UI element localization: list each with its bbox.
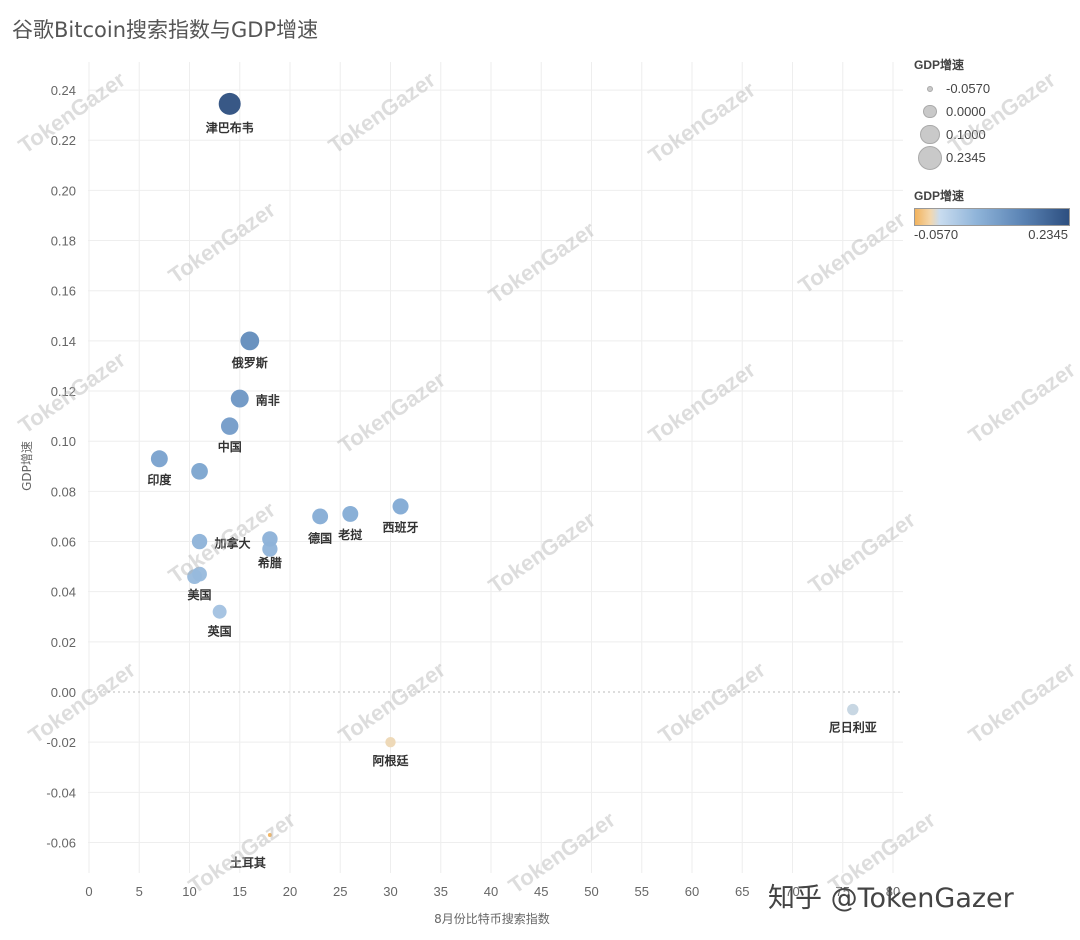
x-tick-label: 40 <box>484 884 498 899</box>
y-tick-label: 0.16 <box>51 284 76 299</box>
grid-lines <box>88 62 903 873</box>
x-tick-label: 75 <box>836 884 850 899</box>
color-legend-min: -0.0570 <box>914 227 959 242</box>
data-point <box>385 736 396 748</box>
x-tick-label: 25 <box>333 884 347 899</box>
data-label: 尼日利亚 <box>829 720 877 735</box>
size-swatch-circle <box>923 104 937 119</box>
axis-ticks: 0 5 10 15 20 25 30 35 40 45 50 55 60 65 70 75 80 0.24 0.22… <box>46 83 900 899</box>
data-label: 美国 <box>188 587 212 602</box>
x-tick-label: 0 <box>85 884 92 899</box>
size-legend: -0.0570 0.0000 0.1000 0.2345 <box>914 77 1074 170</box>
x-tick-label: 30 <box>383 884 397 899</box>
x-tick-label: 45 <box>534 884 548 899</box>
y-tick-label: -0.04 <box>46 785 76 800</box>
y-tick-label: 0.20 <box>51 183 76 198</box>
size-legend-label: 0.1000 <box>946 127 986 142</box>
data-label: 西班牙 <box>383 519 419 534</box>
data-points <box>150 92 859 837</box>
size-legend-item: 0.1000 <box>914 123 1074 146</box>
size-legend-label: 0.0000 <box>946 104 986 119</box>
data-point <box>191 462 208 480</box>
y-tick-label: 0.10 <box>51 434 76 449</box>
x-tick-label: 35 <box>434 884 448 899</box>
x-tick-label: 5 <box>136 884 143 899</box>
color-legend-title: GDP增速 <box>914 189 965 203</box>
data-point <box>187 569 202 584</box>
data-point <box>230 389 249 408</box>
data-label: 中国 <box>218 439 242 454</box>
data-point <box>191 533 208 550</box>
data-label: 德国 <box>308 530 332 545</box>
size-legend-title: GDP增速 <box>914 58 965 72</box>
y-tick-label: -0.06 <box>46 835 76 850</box>
y-tick-label: 0.12 <box>51 384 76 399</box>
data-point <box>220 417 239 435</box>
color-ramp <box>914 208 1070 226</box>
x-tick-label: 20 <box>283 884 297 899</box>
data-point <box>312 508 329 525</box>
x-tick-label: 60 <box>685 884 699 899</box>
data-point <box>218 92 241 115</box>
x-tick-label: 15 <box>233 884 247 899</box>
y-tick-label: 0.06 <box>51 535 76 550</box>
size-swatch-circle <box>920 124 940 145</box>
y-tick-label: -0.02 <box>46 735 76 750</box>
data-label: 津巴布韦 <box>206 120 254 135</box>
size-legend-item: -0.0570 <box>914 77 1074 100</box>
credit-text: 知乎 @TokenGazer <box>768 883 1014 914</box>
y-tick-label: 0.08 <box>51 484 76 499</box>
y-tick-label: 0.22 <box>51 133 76 148</box>
size-swatch-circle <box>927 85 933 92</box>
y-axis-label: GDP增速 <box>20 441 34 491</box>
color-legend-max: 0.2345 <box>1028 227 1068 242</box>
x-tick-label: 10 <box>182 884 196 899</box>
data-point <box>262 541 278 557</box>
size-legend-item: 0.0000 <box>914 100 1074 123</box>
data-point <box>342 505 359 522</box>
data-point <box>847 703 859 716</box>
data-label: 英国 <box>208 624 232 639</box>
x-tick-label: 50 <box>584 884 598 899</box>
x-tick-label: 55 <box>635 884 649 899</box>
y-tick-label: 0.00 <box>51 685 76 700</box>
y-tick-label: 0.14 <box>51 334 76 349</box>
data-point <box>267 832 272 837</box>
data-label: 土耳其 <box>230 855 266 870</box>
x-tick-label: 65 <box>735 884 749 899</box>
size-legend-label: 0.2345 <box>946 150 986 165</box>
size-legend-item: 0.2345 <box>914 145 1074 170</box>
data-label: 南非 <box>256 393 280 408</box>
data-point <box>212 604 227 619</box>
data-label: 老挝 <box>338 527 363 542</box>
chart-title: 谷歌Bitcoin搜索指数与GDP增速 <box>12 18 319 42</box>
data-label: 加拿大 <box>214 536 251 551</box>
x-tick-label: 80 <box>886 884 900 899</box>
data-label: 阿根廷 <box>372 753 409 768</box>
data-label: 俄罗斯 <box>231 355 268 370</box>
y-tick-label: 0.04 <box>51 585 76 600</box>
y-tick-label: 0.02 <box>51 635 76 650</box>
y-tick-label: 0.18 <box>51 234 76 249</box>
data-label: 印度 <box>147 472 172 487</box>
data-label: 希腊 <box>257 555 282 570</box>
data-point <box>240 331 260 351</box>
x-axis-label: 8月份比特币搜索指数 <box>434 911 550 926</box>
legend: GDP增速 -0.0570 0.0000 0.1000 0.2345 GDP增速 -0… <box>914 56 1074 242</box>
size-legend-label: -0.0570 <box>946 81 991 96</box>
y-tick-label: 0.24 <box>51 83 76 98</box>
data-point <box>150 450 168 468</box>
data-point <box>392 498 409 515</box>
size-swatch-circle <box>918 145 942 170</box>
x-tick-label: 70 <box>785 884 799 899</box>
